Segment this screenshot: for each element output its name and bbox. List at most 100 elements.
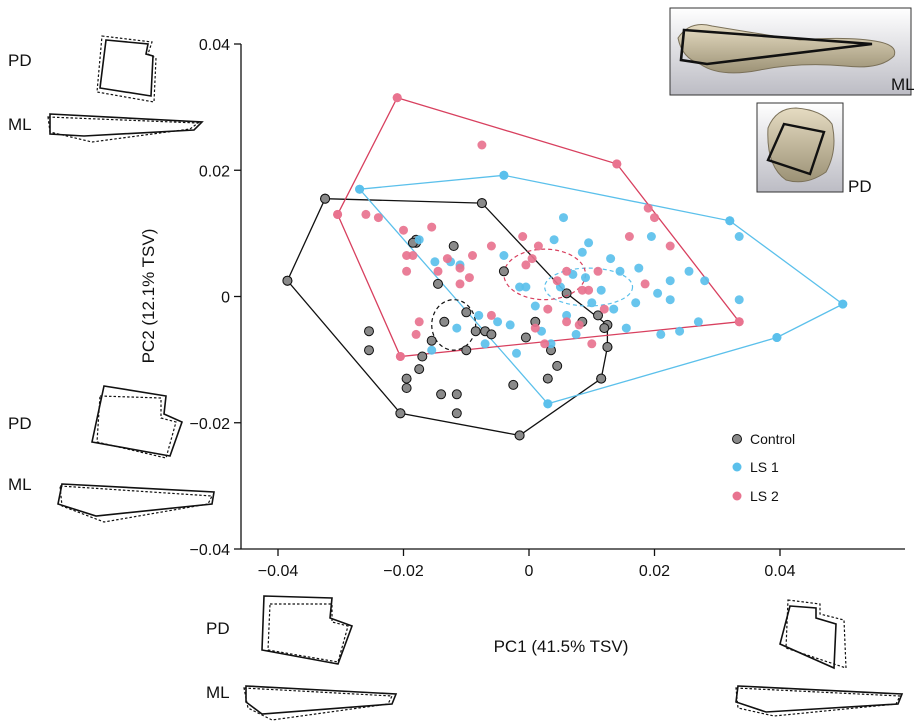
point-ls2 bbox=[665, 241, 675, 251]
point-ls2 bbox=[373, 213, 383, 223]
bone-shape-pd bbox=[767, 107, 835, 183]
point-control bbox=[514, 430, 525, 441]
y-tick-label: 0.04 bbox=[199, 37, 230, 54]
y-tick-label: −0.02 bbox=[190, 416, 231, 433]
point-ls1 bbox=[653, 288, 663, 298]
left-top-pd-label: PD bbox=[8, 51, 32, 70]
point-control bbox=[395, 408, 406, 419]
y-axis-label: PC2 (12.1% TSV) bbox=[139, 229, 158, 364]
point-ls1 bbox=[493, 317, 503, 327]
point-ls2 bbox=[650, 213, 659, 223]
bottom-left-pd-label: PD bbox=[206, 619, 230, 638]
point-control bbox=[282, 275, 293, 286]
x-axis: −0.04 −0.02 0 0.02 0.04 bbox=[241, 548, 905, 580]
x-tick-label: 0.04 bbox=[764, 563, 795, 580]
point-ls2 bbox=[640, 279, 650, 289]
shape-diagram-bottom-right bbox=[735, 599, 904, 717]
shape-diagram-left-top: PD ML bbox=[8, 35, 204, 143]
point-ls1 bbox=[571, 329, 581, 339]
shape-diagram-bottom-left: PD ML bbox=[206, 595, 398, 721]
point-control bbox=[414, 364, 425, 375]
point-ls2 bbox=[599, 304, 609, 314]
legend-marker-ls2 bbox=[732, 491, 742, 501]
inset-pd-label: PD bbox=[848, 177, 872, 196]
point-ls1 bbox=[587, 298, 597, 308]
point-ls1 bbox=[499, 170, 509, 180]
left-top-ml-label: ML bbox=[8, 115, 32, 134]
point-ls2 bbox=[540, 339, 550, 349]
point-control bbox=[448, 241, 459, 251]
point-ls2 bbox=[562, 266, 572, 276]
point-ls1 bbox=[414, 235, 424, 245]
point-ls2 bbox=[411, 329, 421, 339]
point-ls1 bbox=[700, 276, 710, 286]
point-ls1 bbox=[734, 232, 744, 241]
point-ls1 bbox=[656, 329, 666, 339]
point-control bbox=[596, 373, 607, 384]
point-ls2 bbox=[433, 266, 443, 276]
y-axis: −0.04 −0.02 0 0.02 0.04 bbox=[190, 37, 242, 559]
point-ls2 bbox=[486, 310, 496, 320]
point-ls2 bbox=[574, 320, 584, 330]
point-ls1 bbox=[543, 399, 553, 409]
point-ls1 bbox=[562, 310, 572, 320]
point-control bbox=[433, 278, 443, 289]
point-control bbox=[461, 307, 472, 318]
x-tick-label: 0.02 bbox=[639, 563, 670, 580]
point-ls1 bbox=[609, 304, 619, 314]
point-ls2 bbox=[612, 159, 622, 169]
point-ls2 bbox=[464, 273, 474, 283]
point-ls2 bbox=[593, 266, 603, 276]
x-tick-label: −0.04 bbox=[258, 563, 299, 580]
point-control bbox=[320, 193, 331, 204]
legend-label-control: Control bbox=[750, 431, 795, 447]
point-ls2 bbox=[392, 93, 402, 103]
point-ls1 bbox=[559, 213, 568, 223]
point-ls2 bbox=[442, 254, 452, 264]
legend-label-ls2: LS 2 bbox=[750, 488, 779, 504]
point-ls1 bbox=[734, 295, 744, 305]
point-control bbox=[498, 266, 509, 277]
point-ls2 bbox=[734, 317, 744, 327]
point-ls2 bbox=[533, 241, 543, 251]
x-axis-label: PC1 (41.5% TSV) bbox=[494, 637, 629, 656]
point-control bbox=[401, 383, 412, 393]
legend-label-ls1: LS 1 bbox=[750, 459, 779, 475]
point-ls1 bbox=[480, 339, 490, 349]
point-ls1 bbox=[474, 310, 484, 320]
point-ls1 bbox=[838, 299, 848, 309]
point-ls2 bbox=[414, 317, 424, 327]
y-tick-label: −0.04 bbox=[190, 542, 231, 559]
point-ls1 bbox=[577, 247, 587, 257]
point-ls1 bbox=[684, 266, 694, 276]
point-ls2 bbox=[527, 254, 537, 264]
point-ls2 bbox=[562, 317, 572, 327]
point-ls2 bbox=[543, 304, 553, 314]
ellipse-control bbox=[431, 299, 477, 351]
point-control bbox=[520, 332, 531, 343]
point-ls2 bbox=[427, 222, 437, 232]
point-ls1 bbox=[665, 295, 675, 305]
inset-ml-render: ML PD bbox=[669, 7, 915, 196]
point-ls2 bbox=[587, 339, 597, 349]
point-control bbox=[542, 373, 553, 384]
point-ls2 bbox=[577, 285, 587, 295]
point-control bbox=[602, 342, 613, 352]
point-ls1 bbox=[646, 232, 656, 241]
point-ls2 bbox=[518, 232, 528, 241]
point-ls2 bbox=[402, 266, 412, 276]
legend: Control LS 1 LS 2 bbox=[732, 431, 795, 504]
plot-area bbox=[282, 93, 848, 441]
point-ls1 bbox=[725, 216, 735, 226]
point-ls1 bbox=[530, 301, 540, 311]
point-ls2 bbox=[530, 323, 540, 333]
hull-vertex-control bbox=[561, 288, 572, 299]
point-ls1 bbox=[505, 320, 515, 330]
point-ls2 bbox=[477, 140, 487, 150]
point-ls1 bbox=[606, 254, 616, 264]
point-ls1 bbox=[631, 298, 641, 308]
point-control bbox=[364, 345, 374, 356]
ml-outline-quad bbox=[679, 28, 873, 66]
legend-marker-ls1 bbox=[732, 462, 742, 472]
